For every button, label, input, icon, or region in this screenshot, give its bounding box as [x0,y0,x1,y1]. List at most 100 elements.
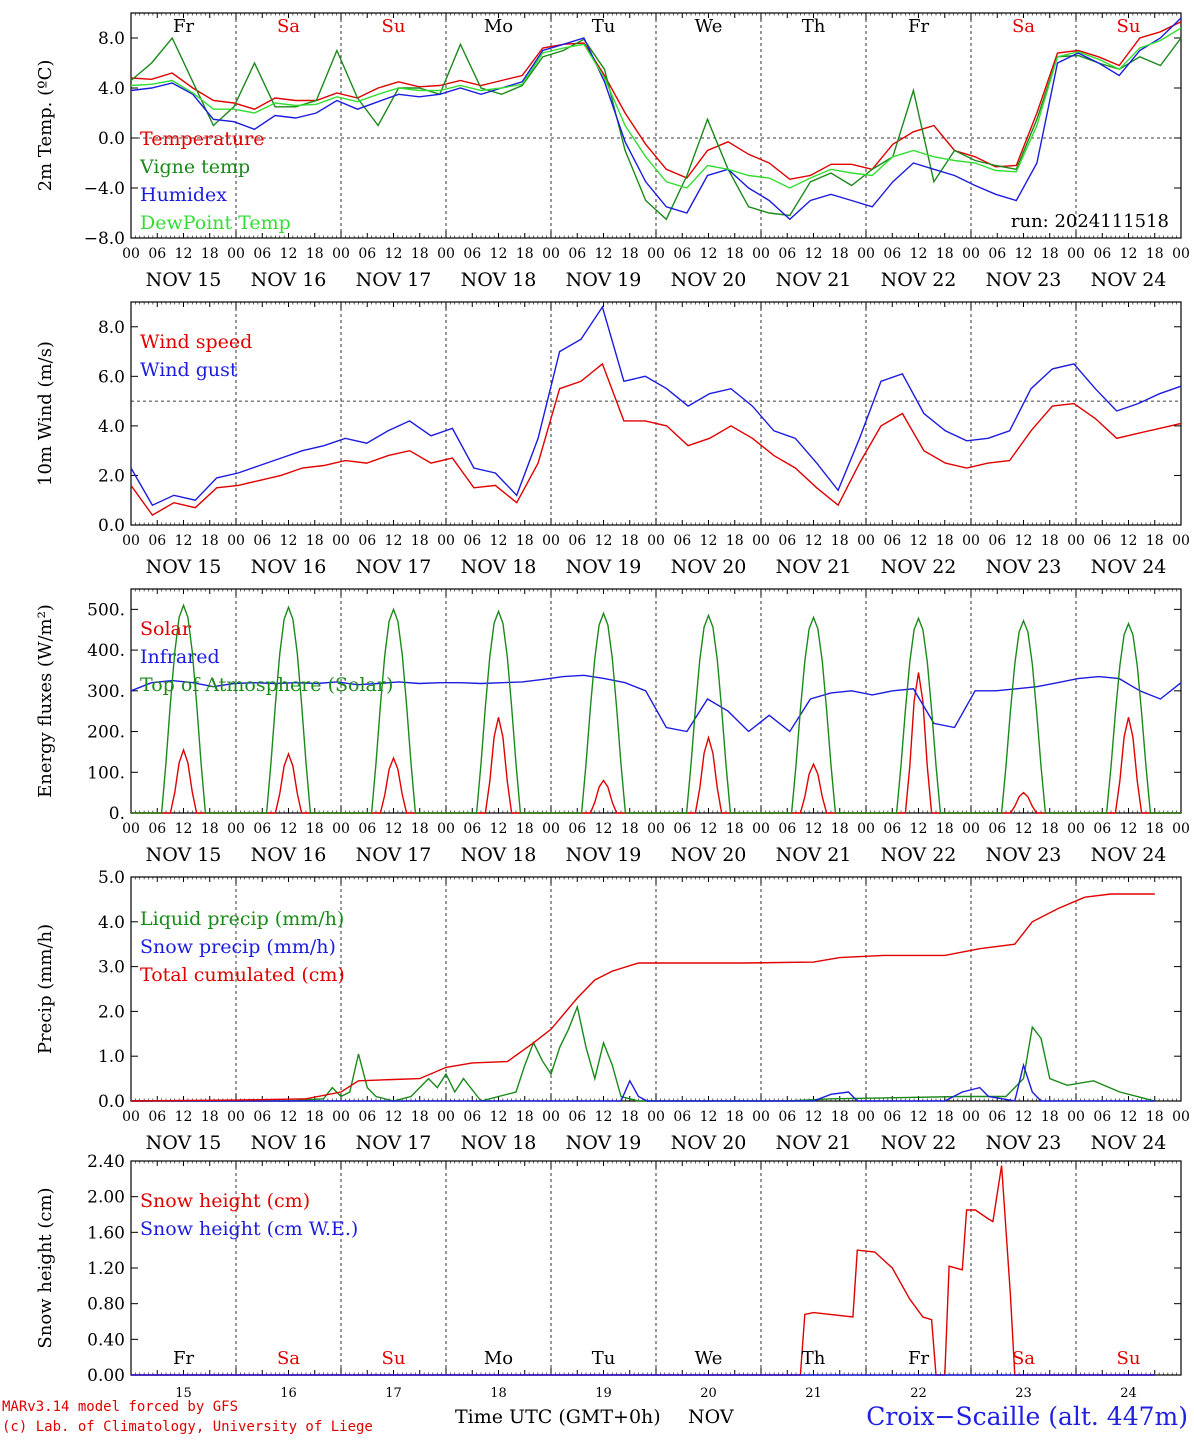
date-label: NOV 23 [986,269,1062,291]
hour-tick-label: 18 [726,246,744,262]
hour-tick-label: 18 [831,1109,849,1125]
hour-tick-label: 12 [175,821,193,837]
day-number-label: 24 [1120,1386,1137,1401]
precip-ytick-label: 3.0 [98,958,125,978]
hour-tick-label: 18 [621,246,639,262]
temperature-weekday-label: Su [1117,16,1141,37]
hour-tick-label: 12 [1120,533,1138,549]
hour-tick-label: 06 [568,533,586,549]
hour-tick-label: 18 [726,1109,744,1125]
hour-tick-label: 00 [1067,821,1085,837]
snow-weekday-label: Th [802,1348,826,1369]
precip-legend-entry: Total cumulated (cm) [140,964,345,986]
date-label: NOV 17 [356,844,432,866]
hour-tick-label: 18 [201,821,219,837]
hour-tick-label: 12 [595,821,613,837]
hour-tick-label: 00 [1172,533,1190,549]
hour-tick-label: 12 [1120,1109,1138,1125]
hour-tick-label: 18 [306,821,324,837]
hour-tick-label: 12 [385,533,403,549]
temperature-series-dewpoint-temp [130,27,1182,189]
temperature-weekday-label: Fr [908,16,929,37]
hour-tick-label: 06 [1093,821,1111,837]
temperature-ytick-label: 0.0 [98,129,125,149]
hour-tick-label: 18 [201,246,219,262]
hour-tick-label: 06 [883,1109,901,1125]
snow-ylabel: Snow height (cm) [35,1187,56,1348]
day-number-label: 16 [280,1386,297,1401]
hour-tick-label: 12 [1015,246,1033,262]
snow-weekday-label: We [695,1348,723,1369]
hour-tick-label: 12 [595,246,613,262]
hour-tick-label: 18 [1041,1109,1059,1125]
temperature-legend-entry: Vigne temp [139,156,250,178]
hour-tick-label: 12 [280,821,298,837]
date-label: NOV 17 [356,556,432,578]
hour-tick-label: 06 [778,1109,796,1125]
temperature-ytick-label: −4.0 [84,179,125,199]
hour-tick-label: 18 [306,533,324,549]
hour-tick-label: 12 [1015,821,1033,837]
date-label: NOV 22 [881,269,957,291]
wind-ytick-label: 8.0 [98,318,125,338]
hour-tick-label: 00 [122,246,140,262]
date-label: NOV 23 [986,1132,1062,1154]
hour-tick-label: 18 [621,821,639,837]
hour-tick-label: 06 [1093,1109,1111,1125]
wind-legend-entry: Wind gust [140,359,238,381]
day-number-label: 20 [700,1386,717,1401]
snow-legend-entry: Snow height (cm W.E.) [140,1218,358,1240]
energy-ytick-label: 200. [87,723,125,743]
hour-tick-label: 00 [857,246,875,262]
hour-tick-label: 12 [910,1109,928,1125]
day-number-label: 22 [910,1386,927,1401]
snow-weekday-label: Su [382,1348,406,1369]
hour-tick-label: 06 [883,821,901,837]
hour-tick-label: 00 [1067,533,1085,549]
hour-tick-label: 00 [857,1109,875,1125]
wind-ytick-label: 2.0 [98,466,125,486]
date-label: NOV 20 [671,556,747,578]
hour-tick-label: 00 [1067,246,1085,262]
hour-tick-label: 12 [805,533,823,549]
hour-tick-label: 06 [673,246,691,262]
temperature-plot-frame [130,12,1182,239]
hour-tick-label: 06 [883,246,901,262]
temperature-weekday-label: Tu [592,16,616,37]
time-axis-title: Time UTC (GMT+0h) [455,1406,661,1428]
wind-plot-frame [130,301,1182,526]
temperature-ylabel: 2m Temp. (ºC) [35,60,56,192]
date-label: NOV 20 [671,844,747,866]
energy-ytick-label: 400. [87,641,125,661]
hour-tick-label: 18 [306,246,324,262]
hour-tick-label: 12 [1120,821,1138,837]
hour-tick-label: 18 [516,821,534,837]
hour-tick-label: 00 [857,533,875,549]
energy-ytick-label: 300. [87,682,125,702]
hour-tick-label: 00 [857,821,875,837]
wind-ytick-label: 0.0 [98,516,125,536]
hour-tick-label: 06 [148,246,166,262]
hour-tick-label: 18 [516,533,534,549]
hour-tick-label: 06 [988,1109,1006,1125]
date-label: NOV 24 [1091,1132,1167,1154]
date-label: NOV 15 [146,1132,222,1154]
hour-tick-label: 18 [936,1109,954,1125]
hour-tick-label: 00 [437,821,455,837]
hour-tick-label: 00 [962,1109,980,1125]
snow-ytick-label: 2.00 [87,1188,125,1208]
temperature-ytick-label: 4.0 [98,79,125,99]
hour-tick-label: 06 [883,533,901,549]
date-label: NOV 20 [671,1132,747,1154]
hour-tick-label: 12 [595,533,613,549]
temperature-weekday-label: Su [382,16,406,37]
hour-tick-label: 06 [253,246,271,262]
hour-tick-label: 06 [463,246,481,262]
date-label: NOV 15 [146,844,222,866]
hour-tick-label: 12 [490,533,508,549]
date-label: NOV 22 [881,844,957,866]
energy-legend-entry: Solar [140,618,192,640]
hour-tick-label: 06 [148,821,166,837]
date-label: NOV 19 [566,269,642,291]
hour-tick-label: 18 [411,246,429,262]
